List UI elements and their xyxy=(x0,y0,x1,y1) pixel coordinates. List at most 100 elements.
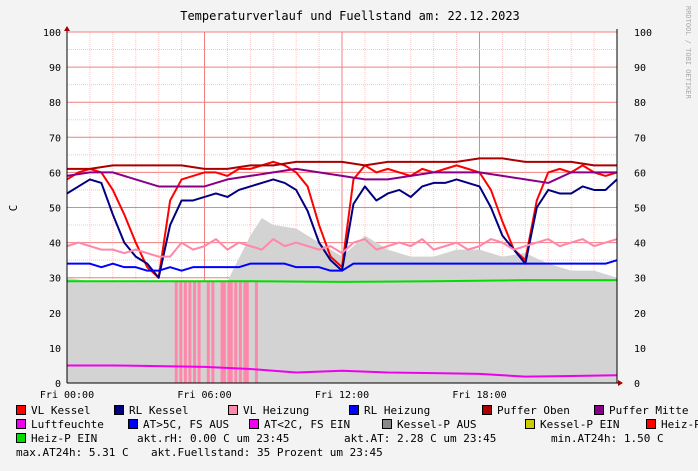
vl-heizung-spike xyxy=(222,281,226,383)
y-tick-label-right: 80 xyxy=(634,98,646,109)
y-tick-label-right: 40 xyxy=(634,239,646,250)
legend-row: Heiz-P EIN akt.rH: 0.00 C um 23:45 akt.AT:… xyxy=(16,432,696,446)
legend-label: Puffer Mitte xyxy=(609,404,689,417)
y-tick-label: 10 xyxy=(49,344,61,355)
vl-heizung-spike xyxy=(211,281,215,383)
y-tick-label-right: 10 xyxy=(634,344,646,355)
legend-swatch xyxy=(382,419,392,429)
legend-swatch xyxy=(128,419,138,429)
series-rl-heizung xyxy=(67,259,618,272)
legend-label: AT>5C, FS AUS xyxy=(143,418,230,431)
legend-swatch xyxy=(16,405,26,415)
vl-heizung-spike xyxy=(206,281,210,383)
vl-heizung-spike xyxy=(234,281,238,383)
legend-item: Puffer Oben xyxy=(482,404,594,418)
vl-heizung-spike xyxy=(188,281,192,383)
y-tick-label-right: 70 xyxy=(634,133,646,144)
legend-label: VL Heizung xyxy=(243,404,310,417)
legend-swatch xyxy=(482,405,492,415)
legend-label: Kessel-P EIN xyxy=(540,418,620,431)
legend-label: VL Kessel xyxy=(31,404,91,417)
vl-heizung-spike xyxy=(227,281,231,383)
x-tick-label: Fri 06:00 xyxy=(177,390,231,401)
x-axis-arrow xyxy=(618,380,623,386)
legend-label: Luftfeuchte xyxy=(31,418,104,431)
y-ticks-left: 0 10 20 30 40 50 60 70 80 90 100 xyxy=(43,28,61,390)
y-tick-label-right: 50 xyxy=(634,204,646,215)
legend-label: RL Kessel xyxy=(129,404,189,417)
series-puffer-oben xyxy=(67,157,617,170)
legend-item: AT<2C, FS EIN xyxy=(249,418,382,432)
vl-heizung-spike xyxy=(183,281,187,383)
legend-label: Heiz-P AUS xyxy=(661,418,698,431)
legend-swatch xyxy=(646,419,656,429)
y-ticks-right: 0 10 20 30 40 50 60 70 80 90 100 xyxy=(634,28,652,390)
x-tick-label: Fri 12:00 xyxy=(315,390,369,401)
y-tick-label-right: 60 xyxy=(634,168,646,179)
series-lines xyxy=(66,157,618,378)
vl-heizung-spike xyxy=(229,281,233,383)
y-tick-label-right: 100 xyxy=(634,28,652,39)
stat-akt-fuellstand: akt.Fuellstand: 35 Prozent um 23:45 xyxy=(151,446,383,459)
vl-heizung-spike xyxy=(245,281,249,383)
y-axis-label: C xyxy=(7,205,20,212)
series-heiz-p-ein xyxy=(67,279,617,283)
y-tick-label: 90 xyxy=(49,63,61,74)
legend-item: Kessel-P EIN xyxy=(525,418,646,432)
legend-swatch xyxy=(594,405,604,415)
vl-heizung-spike xyxy=(174,281,178,383)
legend-swatch xyxy=(16,419,26,429)
series-puffer-mitte xyxy=(66,167,617,188)
legend-label: RL Heizung xyxy=(364,404,431,417)
stat-akt-at: akt.AT: 2.28 C um 23:45 xyxy=(344,432,497,445)
y-tick-label: 0 xyxy=(55,379,61,390)
y-tick-label-right: 0 xyxy=(634,379,640,390)
vl-heizung-spike xyxy=(197,281,201,383)
legend-item: Heiz-P AUS xyxy=(646,418,698,432)
legend-row: VL Kessel RL Kessel VL Heizung RL Heizung Pu… xyxy=(16,404,696,418)
stat-max-at24h: max.AT24h: 5.31 C xyxy=(16,446,129,459)
legend-swatch xyxy=(228,405,238,415)
legend-swatch xyxy=(525,419,535,429)
y-tick-label-right: 90 xyxy=(634,63,646,74)
legend-swatch xyxy=(249,419,259,429)
legend-item: Kessel-P AUS xyxy=(382,418,525,432)
legend-item: VL Heizung xyxy=(228,404,349,418)
temperature-chart: Temperaturverlauf und Fuellstand am: 22.… xyxy=(7,6,692,401)
legend-label: Kessel-P AUS xyxy=(397,418,477,431)
chart-axes xyxy=(64,26,623,386)
vl-heizung-spike xyxy=(254,281,258,383)
legend-swatch xyxy=(349,405,359,415)
y-tick-label: 20 xyxy=(49,309,61,320)
series-luftfeuchte xyxy=(67,364,618,378)
legend-row: Luftfeuchte AT>5C, FS AUS AT<2C, FS EIN Kes… xyxy=(16,418,698,432)
legend: VL Kessel RL Kessel VL Heizung RL Heizung Pu… xyxy=(16,404,698,460)
vl-heizung-spike xyxy=(220,281,224,383)
x-tick-label: Fri 00:00 xyxy=(40,390,94,401)
x-tick-label: Fri 18:00 xyxy=(452,390,506,401)
legend-item: Luftfeuchte xyxy=(16,418,128,432)
legend-label: Puffer Oben xyxy=(497,404,570,417)
y-axis-arrow xyxy=(64,26,70,31)
vl-heizung-spike xyxy=(193,281,197,383)
vl-heizung-spike xyxy=(243,281,247,383)
y-tick-label: 40 xyxy=(49,239,61,250)
legend-item: Puffer Mitte xyxy=(594,404,688,418)
vl-heizung-spikes xyxy=(174,281,258,383)
legend-item: AT>5C, FS AUS xyxy=(128,418,249,432)
y-tick-label-right: 30 xyxy=(634,274,646,285)
y-tick-label: 30 xyxy=(49,274,61,285)
y-tick-label: 70 xyxy=(49,133,61,144)
legend-item: RL Kessel xyxy=(114,404,228,418)
rrdtool-credit: RRDTOOL / TOBI OETIKER xyxy=(684,6,692,100)
legend-item: VL Kessel xyxy=(16,404,114,418)
x-ticks: Fri 00:00 Fri 06:00 Fri 12:00 Fri 18:00 xyxy=(40,390,507,401)
legend-swatch xyxy=(114,405,124,415)
y-tick-label: 100 xyxy=(43,28,61,39)
stat-akt-rh: akt.rH: 0.00 C um 23:45 xyxy=(137,432,290,445)
y-tick-label: 60 xyxy=(49,168,61,179)
stat-min-at24h: min.AT24h: 1.50 C xyxy=(551,432,664,445)
series-vl-heizung xyxy=(66,238,618,258)
legend-item: Heiz-P EIN xyxy=(16,432,137,446)
